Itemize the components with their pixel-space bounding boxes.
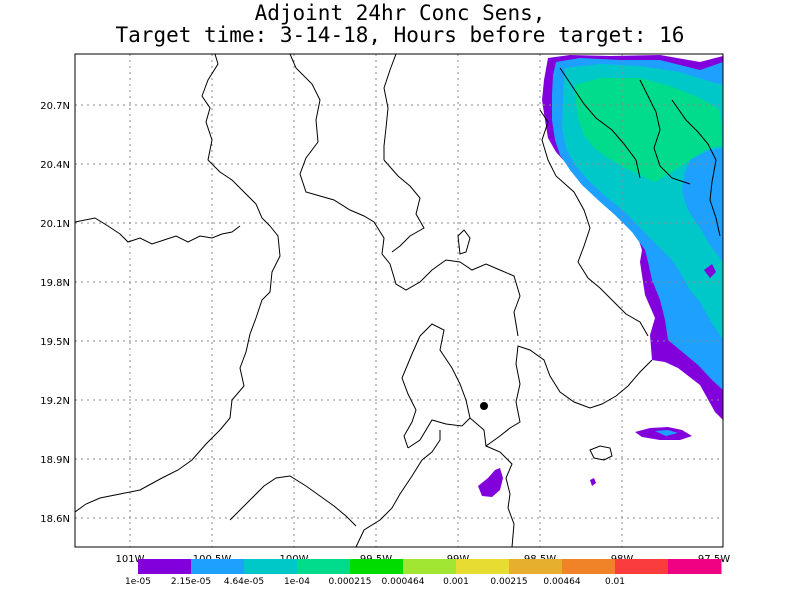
lat-label: 18.9N: [40, 455, 70, 466]
contour-green: [575, 78, 722, 182]
boundary-east-diagonal: [559, 67, 641, 179]
colorbar-label: 0.01: [605, 577, 625, 587]
lat-label: 19.2N: [40, 396, 70, 407]
colorbar-labels: 1e-05 2.15e-05 4.64e-05 1e-04 0.000215 0.0004…: [125, 577, 625, 587]
boundary-far-east: [671, 99, 721, 237]
boundary-south-line: [407, 417, 471, 449]
contour-purple-blob-south: [478, 468, 503, 497]
colorbar-label: 0.000215: [329, 577, 372, 587]
contour-purple-dot: [590, 478, 596, 486]
colorbar-label: 0.00215: [490, 577, 527, 587]
boundary-far-south-west: [229, 475, 357, 527]
boundary-center-loop: [383, 159, 425, 253]
contour-purple-pocket: [704, 264, 716, 278]
colorbar-label: 0.000464: [382, 577, 425, 587]
boundary-central-north: [289, 54, 521, 337]
lat-label: 20.1N: [40, 219, 70, 230]
colorbar-swatch: [456, 559, 510, 574]
boundary-west-vertical: [75, 225, 281, 513]
colorbar-swatch: [509, 559, 563, 574]
boundary-nw: [201, 54, 271, 227]
lat-label: 19.8N: [40, 278, 70, 289]
contour-blue-blob-east: [655, 430, 678, 436]
boundary-lake: [457, 229, 471, 255]
lat-label: 20.7N: [40, 101, 70, 112]
colorbar-swatch: [562, 559, 616, 574]
grid-lines: [75, 54, 723, 547]
colorbar-label: 1e-04: [284, 577, 310, 587]
lat-label: 19.5N: [40, 337, 70, 348]
map-title-line-1: Adjoint 24hr Conc Sens,: [254, 1, 546, 25]
colorbar-label: 0.00464: [543, 577, 580, 587]
boundary-east-small: [589, 445, 613, 461]
colorbar-label: 0.001: [443, 577, 469, 587]
target-point-marker: [480, 402, 488, 410]
boundary-east-ne: [539, 109, 649, 337]
plot-frame: [74, 53, 724, 548]
boundary-center-west: [401, 335, 421, 449]
boundary-northwest-lobe: [75, 217, 241, 245]
boundary-ne-inner: [639, 79, 691, 185]
state-boundaries: [75, 54, 721, 547]
map-title-line-2: Target time: 3-14-18, Hours before targe…: [115, 23, 685, 47]
boundary-central-south: [419, 323, 653, 447]
colorbar-swatch: [297, 559, 351, 574]
boundary-south-west: [355, 430, 441, 547]
lat-label: 20.4N: [40, 160, 70, 171]
colorbar-swatch: [138, 559, 192, 574]
colorbar: [138, 559, 722, 574]
colorbar-swatch: [668, 559, 722, 574]
colorbar-swatch: [403, 559, 457, 574]
colorbar-swatch: [191, 559, 245, 574]
colorbar-swatch: [244, 559, 298, 574]
colorbar-label: 2.15e-05: [171, 577, 211, 587]
colorbar-swatch: [350, 559, 404, 574]
colorbar-label: 4.64e-05: [224, 577, 264, 587]
lat-label: 18.6N: [40, 514, 70, 525]
colorbar-swatch: [615, 559, 669, 574]
boundary-east-north: [383, 54, 397, 160]
colorbar-label: 1e-05: [125, 577, 151, 587]
boundary-south-center: [485, 445, 515, 547]
lon-label: 101W: [116, 554, 145, 565]
latitude-labels: 20.7N 20.4N 20.1N 19.8N 19.5N 19.2N 18.9…: [40, 101, 70, 525]
